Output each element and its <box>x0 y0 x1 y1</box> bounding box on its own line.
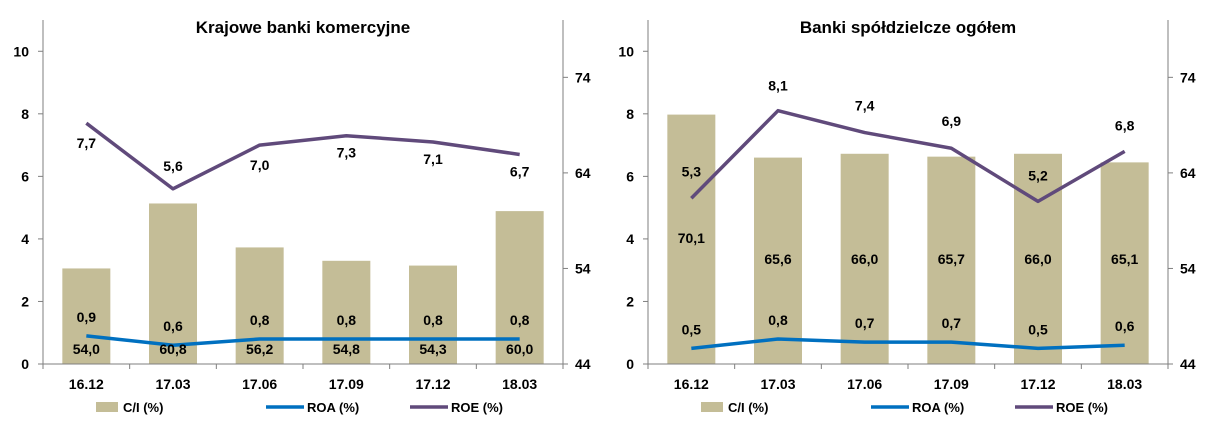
left-tick-label: 2 <box>21 293 29 309</box>
roa-label: 0,8 <box>768 312 788 328</box>
left-tick-label: 0 <box>21 356 29 372</box>
chart-title: Krajowe banki komercyjne <box>196 18 410 37</box>
bar-ci-18.03 <box>1100 162 1149 364</box>
roe-label: 7,0 <box>250 157 270 173</box>
bar-ci-label: 65,1 <box>1111 251 1138 267</box>
roe-line <box>690 108 1126 204</box>
roe-line <box>85 121 520 191</box>
x-tick-label-17.12: 17.12 <box>1020 376 1055 392</box>
bar-ci-label: 54,3 <box>419 341 446 357</box>
roa-label: 0,9 <box>77 309 97 325</box>
x-tick-label-18.03: 18.03 <box>1107 376 1142 392</box>
x-tick-label-17.09: 17.09 <box>934 376 969 392</box>
x-tick-label-17.06: 17.06 <box>847 376 882 392</box>
x-tick-label-17.03: 17.03 <box>155 376 190 392</box>
roe-label: 5,6 <box>163 158 183 174</box>
bar-ci-17.03 <box>754 157 802 364</box>
bar-ci-17.06 <box>235 247 284 364</box>
roe-label: 6,9 <box>942 113 962 129</box>
roa-line <box>691 337 1125 351</box>
legend-label-roa: ROA (%) <box>307 400 359 415</box>
right-tick-label: 44 <box>1180 356 1196 372</box>
roe-label: 7,4 <box>855 98 875 114</box>
bar-ci-16.12 <box>62 268 111 364</box>
right-tick-label: 74 <box>575 69 591 85</box>
right-tick-label: 64 <box>575 165 591 181</box>
right-tick-label: 44 <box>575 356 591 372</box>
right-tick-label: 54 <box>1180 260 1196 276</box>
legend-label-roa: ROA (%) <box>912 400 964 415</box>
bar-ci-label: 65,6 <box>764 251 791 267</box>
roe-label: 5,2 <box>1028 167 1048 183</box>
roa-label: 0,8 <box>250 312 270 328</box>
bar-ci-17.09 <box>927 156 976 364</box>
roa-label: 0,8 <box>510 312 530 328</box>
roa-label: 0,8 <box>423 312 443 328</box>
bar-ci-label: 54,8 <box>333 341 360 357</box>
bar-ci-label: 66,0 <box>1024 251 1051 267</box>
legend: C/I (%) ROA (%) ROE (%) <box>701 400 1108 415</box>
bar-ci-17.06 <box>840 153 889 364</box>
left-tick-label: 6 <box>21 168 29 184</box>
bar-ci-label: 70,1 <box>678 230 705 246</box>
x-tick-label-16.12: 16.12 <box>69 376 104 392</box>
chart-2: Banki spółdzielcze ogółem 0 2 4 6 8 10 44 54 64 74… <box>618 18 1195 415</box>
roa-label: 0,5 <box>1028 321 1048 337</box>
x-tick-label-17.09: 17.09 <box>329 376 364 392</box>
right-tick-label: 54 <box>575 260 591 276</box>
roe-label: 7,1 <box>423 151 443 167</box>
legend: C/I (%) ROA (%) ROE (%) <box>96 400 503 415</box>
chart-title: Banki spółdzielcze ogółem <box>800 18 1016 37</box>
roa-label: 0,6 <box>1115 318 1135 334</box>
bar-ci-label: 65,7 <box>938 251 965 267</box>
roe-label: 6,8 <box>1115 117 1135 133</box>
roa-line <box>86 334 520 347</box>
x-tick-label-16.12: 16.12 <box>674 376 709 392</box>
right-tick-label: 64 <box>1180 165 1196 181</box>
bar-ci-17.03 <box>149 203 197 364</box>
bar-ci-17.09 <box>322 260 371 364</box>
left-tick-label: 6 <box>626 168 634 184</box>
legend-label-ci: C/I (%) <box>123 400 163 415</box>
roe-label: 5,3 <box>682 163 702 179</box>
legend-swatch-ci <box>96 402 118 412</box>
bar-ci-label: 56,2 <box>246 341 273 357</box>
right-tick-label: 74 <box>1180 69 1196 85</box>
left-tick-label: 4 <box>626 231 634 247</box>
chart-1: Krajowe banki komercyjne 0 2 4 6 8 10 44 54 64 74 1… <box>13 18 590 415</box>
x-tick-label-17.03: 17.03 <box>760 376 795 392</box>
roe-label: 8,1 <box>768 78 788 94</box>
roa-label: 0,6 <box>163 318 183 334</box>
x-tick-label-17.12: 17.12 <box>415 376 450 392</box>
roe-label: 7,7 <box>77 135 97 151</box>
roa-label: 0,7 <box>855 315 875 331</box>
bar-ci-label: 66,0 <box>851 251 878 267</box>
roa-label: 0,5 <box>682 321 702 337</box>
left-tick-label: 10 <box>618 43 634 59</box>
roe-label: 7,3 <box>337 145 357 161</box>
left-tick-label: 8 <box>626 106 634 122</box>
bar-ci-label: 54,0 <box>73 341 100 357</box>
roa-label: 0,8 <box>337 312 357 328</box>
left-tick-label: 8 <box>21 106 29 122</box>
x-tick-label-17.06: 17.06 <box>242 376 277 392</box>
bar-ci-16.12 <box>667 114 716 364</box>
roe-label: 6,7 <box>510 163 530 179</box>
legend-swatch-ci <box>701 402 723 412</box>
bar-ci-17.12 <box>1014 153 1062 364</box>
legend-label-ci: C/I (%) <box>728 400 768 415</box>
left-tick-label: 0 <box>626 356 634 372</box>
legend-label-roe: ROE (%) <box>1056 400 1108 415</box>
bar-ci-17.12 <box>409 265 457 364</box>
legend-label-roe: ROE (%) <box>451 400 503 415</box>
bar-ci-label: 60,0 <box>506 341 533 357</box>
left-tick-label: 10 <box>13 43 29 59</box>
left-tick-label: 4 <box>21 231 29 247</box>
bar-ci-label: 60,8 <box>159 341 186 357</box>
left-tick-label: 2 <box>626 293 634 309</box>
x-tick-label-18.03: 18.03 <box>502 376 537 392</box>
roa-label: 0,7 <box>942 315 962 331</box>
